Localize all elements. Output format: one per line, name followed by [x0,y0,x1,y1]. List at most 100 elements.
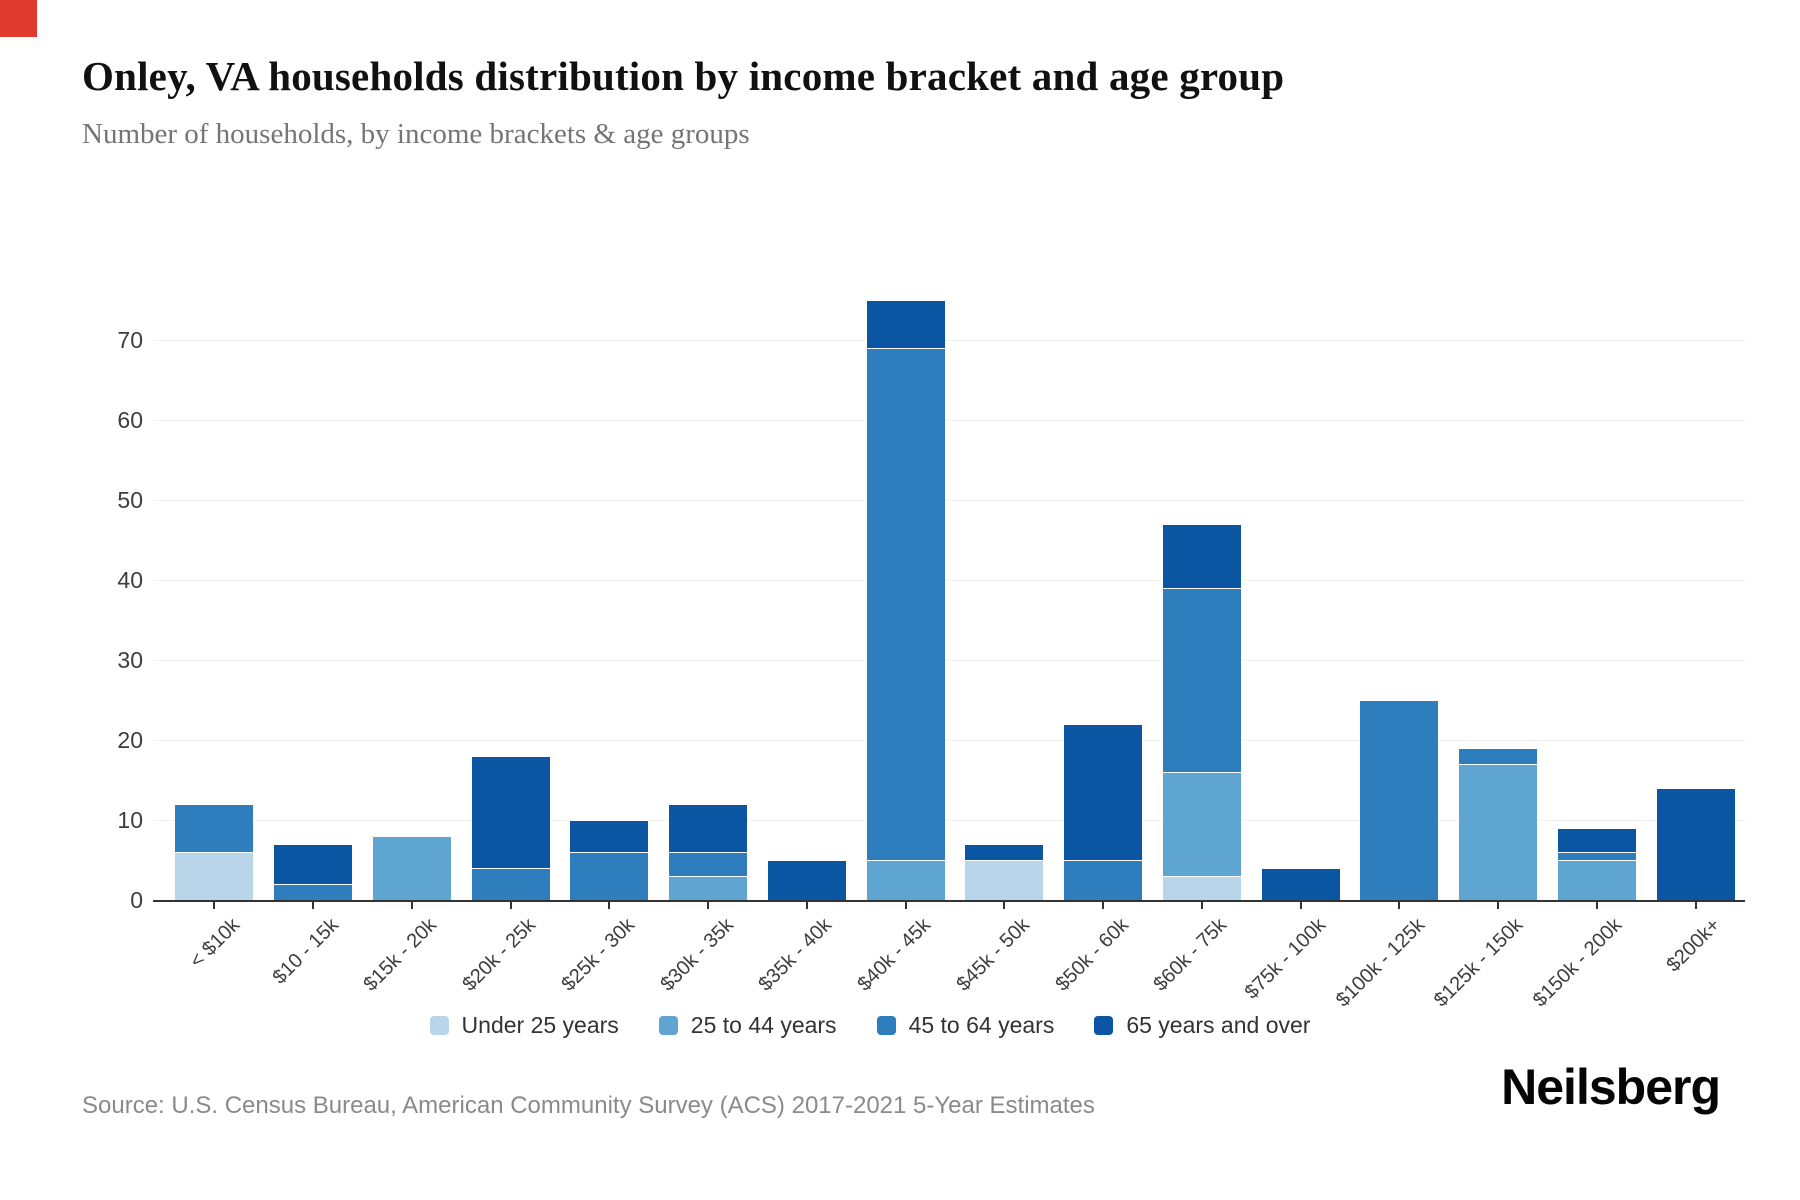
bar-segment[interactable] [274,844,353,884]
bar-segment[interactable] [866,860,945,900]
plot-area: 0 10 20 30 40 50 60 70 < $10k $10 - 15k $15k - 20k… [117,300,1745,1011]
legend-item[interactable]: 65 years and over [1094,1014,1310,1037]
bar-segment[interactable] [1162,588,1241,772]
bar-segment[interactable] [1557,860,1636,900]
legend-item[interactable]: Under 25 years [429,1012,619,1038]
legend-swatch [429,1016,449,1035]
y-gridline [153,740,1745,741]
bar-segment[interactable] [570,820,649,852]
chart-title: Onley, VA households distribution by inc… [82,53,1285,99]
y-axis-tick-label: 60 [117,407,143,433]
y-gridline [153,420,1745,421]
x-axis-tick-label: $30k - 35k [656,914,738,996]
x-axis-tick [1497,901,1500,909]
bar-segment[interactable] [1557,828,1636,852]
x-axis-tick-label: $200k+ [1662,914,1726,977]
x-axis-tick [1102,901,1105,909]
x-axis-tick-label: $20k - 25k [458,914,541,996]
x-axis-tick [1299,901,1302,909]
bar-segment[interactable] [1162,772,1241,876]
x-axis-tick [312,901,315,909]
x-axis-tick [608,901,611,909]
bar-segment[interactable] [372,836,451,900]
legend: Under 25 years 25 to 44 years 45 to 64 yea… [0,1014,1740,1037]
bar-segment[interactable] [965,844,1044,860]
x-axis-tick [1398,901,1401,909]
bar-segment[interactable] [669,852,748,876]
x-axis-tick-label: $45k - 50k [952,914,1034,996]
x-axis-tick [509,901,512,909]
x-axis-tick-label: $25k - 30k [557,914,639,996]
bar-segment[interactable] [1064,724,1143,860]
bar-segment[interactable] [669,804,748,852]
bar-segment[interactable] [965,860,1044,900]
x-axis-tick-label: $100k - 125k [1331,914,1429,1012]
y-gridline [153,340,1745,341]
y-axis-tick-label: 0 [130,887,143,913]
bar-segment[interactable] [866,300,945,348]
legend-item[interactable]: 25 to 44 years [658,1012,837,1038]
bar-segment[interactable] [767,860,846,900]
x-axis-tick-label: $60k - 75k [1149,914,1232,996]
bar-segment[interactable] [175,852,254,900]
y-axis-tick-label: 40 [117,567,143,593]
bar-segment[interactable] [1360,700,1439,900]
bar-segment[interactable] [1459,764,1538,900]
y-axis-tick-label: 30 [117,647,143,673]
legend-swatch [1094,1016,1114,1035]
y-axis-tick-label: 70 [117,327,143,353]
legend-item-label: 45 to 64 years [908,1012,1055,1038]
bar-segment[interactable] [1261,868,1340,900]
x-axis-tick-label: $35k - 40k [754,914,837,996]
bar-segment[interactable] [1162,876,1241,900]
legend-item-label: 65 years and over [1126,1012,1311,1038]
chart-subtitle: Number of households, by income brackets… [82,118,750,150]
bar-segment[interactable] [1064,860,1143,900]
bar-segment[interactable] [866,348,945,860]
x-axis-tick-label: $150k - 200k [1529,914,1627,1012]
y-gridline [153,820,1745,821]
x-axis-tick-label: $10 - 15k [268,914,343,989]
brand-logo: Neilsberg [1501,1059,1721,1115]
x-axis-tick-label: $125k - 150k [1430,914,1528,1012]
x-axis-tick [1694,901,1697,909]
legend-item-label: 25 to 44 years [690,1012,837,1038]
x-axis-line [153,900,1745,902]
y-gridline [153,660,1745,661]
x-axis-tick-label: $50k - 60k [1051,914,1133,996]
x-axis-tick [1200,901,1203,909]
legend-swatch [658,1016,678,1035]
x-axis-tick-label: $15k - 20k [359,914,442,996]
x-axis-tick-label: $75k - 100k [1240,914,1331,1004]
bar-segment[interactable] [1557,852,1636,860]
bar-segment[interactable] [570,852,649,900]
bar-segment[interactable] [471,756,550,868]
bar-segment[interactable] [1459,748,1538,764]
legend-item-label: Under 25 years [461,1012,619,1038]
x-axis-tick [904,901,907,909]
x-axis-tick [213,901,216,909]
x-axis-tick [1595,901,1598,909]
legend-swatch [876,1016,896,1035]
bar-segment[interactable] [1656,788,1735,900]
x-axis-tick [410,901,413,909]
x-axis-tick [805,901,808,909]
y-gridline [153,500,1745,501]
bar-segment[interactable] [175,804,254,852]
y-axis-tick-label: 20 [117,727,143,753]
y-gridline [153,580,1745,581]
y-axis-tick-label: 50 [117,487,143,513]
bar-segment[interactable] [274,884,353,900]
bar-segment[interactable] [1162,524,1241,588]
bar-segment[interactable] [669,876,748,900]
y-axis-tick-label: 10 [117,807,143,833]
source-note: Source: U.S. Census Bureau, American Com… [82,1092,1095,1119]
x-axis-tick-label: < $10k [185,914,244,973]
legend-item[interactable]: 45 to 64 years [876,1012,1055,1038]
corner-accent [0,0,37,37]
x-axis-tick [707,901,710,909]
x-axis-tick-label: $40k - 45k [853,914,936,996]
bar-segment[interactable] [471,868,550,900]
x-axis-tick [1003,901,1006,909]
